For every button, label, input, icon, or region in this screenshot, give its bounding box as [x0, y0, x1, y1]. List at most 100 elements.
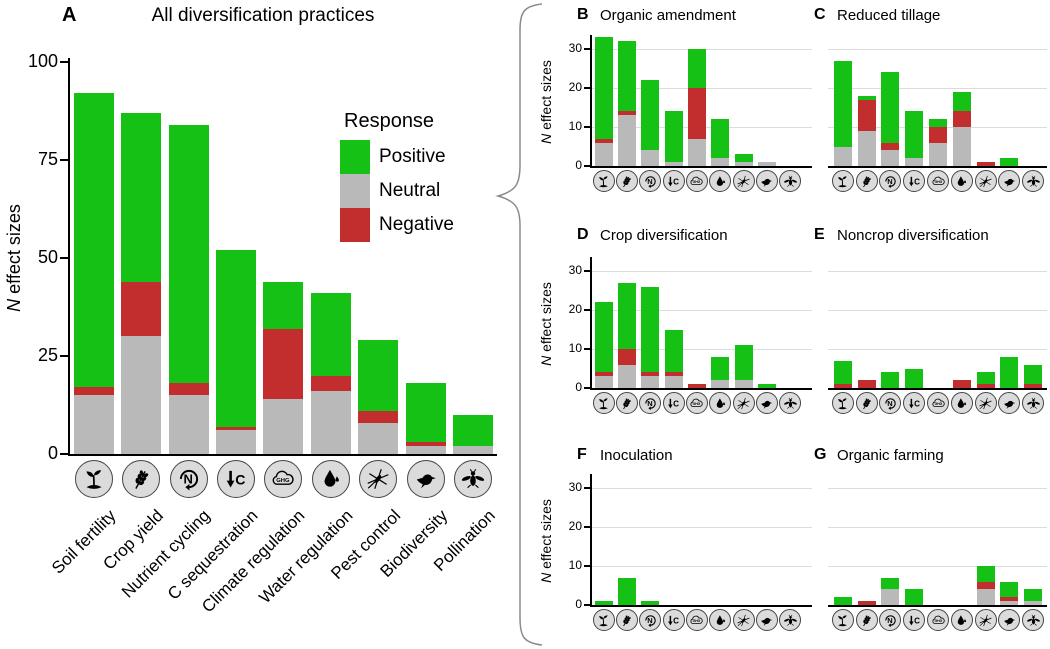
segment-positive-water-regulation: [711, 119, 730, 159]
bar-slot-c-sequestration: [902, 248, 926, 388]
icon-slot-c-sequestration: [902, 609, 926, 631]
bar-slot-nutrient-cycling: [165, 60, 212, 454]
icon-row-panel-A: [70, 460, 497, 498]
y-axis-panel-A: [68, 58, 70, 456]
bar-slot-water-regulation: [950, 248, 974, 388]
segment-positive-pollination: [453, 414, 494, 447]
bird-icon: [755, 170, 778, 192]
bee-icon: [779, 609, 802, 631]
bar-slot-nutrient-cycling: [639, 248, 662, 388]
segment-positive-climate-regulation: [687, 49, 706, 89]
bar-slot-biodiversity: [755, 465, 778, 605]
gridline-20: [828, 87, 1047, 89]
segment-neutral-nutrient-cycling: [881, 150, 900, 166]
bar-pollination: [453, 414, 494, 454]
bar-crop-yield: [857, 601, 876, 605]
bar-slot-pollination: [779, 465, 802, 605]
panel-title-b: Organic amendment: [600, 7, 736, 24]
bar-slot-pest-control: [732, 248, 755, 388]
icon-slot-crop-yield: [615, 170, 638, 192]
seedling-icon: [592, 392, 615, 414]
icon-slot-pollination: [779, 170, 802, 192]
segment-neutral-soil-fertility: [594, 142, 613, 166]
bar-c-sequestration: [664, 111, 683, 166]
icon-slot-c-sequestration: [902, 170, 926, 192]
bar-biodiversity: [757, 162, 776, 166]
bar-slot-c-sequestration: [662, 26, 685, 166]
segment-positive-pollination: [1024, 589, 1043, 602]
bar-nutrient-cycling: [881, 577, 900, 605]
icon-slot-pest-control: [732, 170, 755, 192]
icon-slot-soil-fertility: [70, 460, 117, 498]
bar-slot-pest-control: [732, 465, 755, 605]
bird-icon: [998, 392, 1021, 414]
seedling-icon: [592, 170, 615, 192]
icon-row-panel-B: [592, 170, 802, 192]
legend-label: Neutral: [379, 180, 441, 201]
x-axis-panel-F: [590, 605, 812, 607]
y-tick-30: [584, 487, 590, 489]
legend-swatch-positive: [340, 140, 370, 174]
y-tick-label-10: 10: [568, 119, 582, 133]
bar-biodiversity: [757, 384, 776, 388]
water-droplet-icon: [950, 609, 973, 631]
bar-water-regulation: [310, 293, 351, 454]
legend: Response Positive Neutral Negative: [340, 110, 510, 242]
icon-slot-water-regulation: [950, 392, 974, 414]
segment-negative-soil-fertility: [73, 387, 114, 396]
icon-slot-soil-fertility: [831, 392, 855, 414]
bar-slot-c-sequestration: [212, 60, 259, 454]
y-axis-panel-F: [590, 474, 592, 607]
wheat-icon: [615, 170, 638, 192]
bar-slot-biodiversity: [997, 248, 1021, 388]
segment-positive-nutrient-cycling: [641, 286, 660, 373]
segment-neutral-water-regulation: [711, 158, 730, 166]
icon-slot-c-sequestration: [662, 392, 685, 414]
segment-positive-biodiversity: [1000, 581, 1019, 598]
segment-positive-water-regulation: [952, 91, 971, 112]
panel-title-g: Organic farming: [837, 447, 944, 464]
segment-positive-pest-control: [358, 340, 399, 411]
ghg-cloud-icon: [685, 609, 708, 631]
legend-swatch-negative: [340, 208, 370, 242]
bar-pest-control: [976, 372, 995, 388]
panel-title-f: Inoculation: [600, 447, 673, 464]
y-tick-label-10: 10: [568, 558, 582, 572]
legend-swatch-neutral: [340, 174, 370, 208]
bar-soil-fertility: [594, 37, 613, 166]
bar-crop-yield: [617, 282, 636, 388]
segment-negative-water-regulation: [952, 111, 971, 127]
icon-slot-crop-yield: [855, 609, 879, 631]
bar-slot-crop-yield: [615, 465, 638, 605]
y-tick-label-0: 0: [575, 597, 582, 611]
y-tick-10: [584, 126, 590, 128]
bar-slot-crop-yield: [855, 248, 879, 388]
bar-water-regulation: [952, 91, 971, 166]
x-axis-panel-B: [590, 166, 812, 168]
segment-negative-crop-yield: [121, 281, 162, 337]
icon-slot-nutrient-cycling: [879, 609, 903, 631]
wheat-icon: [855, 392, 878, 414]
panel-letter-e: E: [814, 226, 825, 243]
bar-nutrient-cycling: [641, 601, 660, 605]
segment-neutral-water-regulation: [711, 380, 730, 388]
bar-slot-pest-control: [974, 248, 998, 388]
bar-biodiversity: [405, 383, 446, 454]
y-tick-label-100: 100: [27, 51, 58, 71]
bar-crop-yield: [857, 95, 876, 166]
segment-positive-soil-fertility: [594, 601, 613, 605]
segment-neutral-pest-control: [358, 422, 399, 454]
bar-group-panel-A: [70, 60, 497, 454]
icon-slot-nutrient-cycling: [639, 170, 662, 192]
y-tick-label-50: 50: [37, 247, 58, 267]
icon-slot-water-regulation: [307, 460, 354, 498]
bar-c-sequestration: [216, 250, 257, 454]
segment-negative-pest-control: [976, 162, 995, 166]
bar-group-panel-D: [592, 248, 802, 388]
bird-icon: [755, 392, 778, 414]
icon-slot-pest-control: [974, 609, 998, 631]
segment-neutral-c-sequestration: [664, 162, 683, 166]
segment-positive-nutrient-cycling: [881, 577, 900, 590]
nutrient-cycling-icon: [639, 609, 662, 631]
segment-positive-nutrient-cycling: [168, 124, 209, 384]
